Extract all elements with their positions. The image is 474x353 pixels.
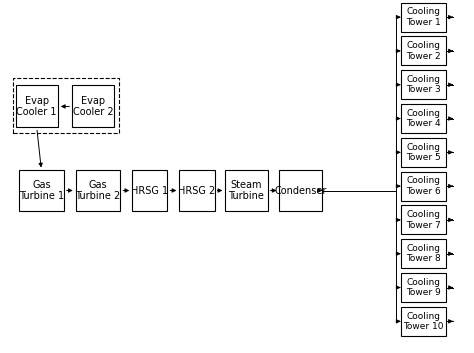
Bar: [401, 307, 446, 336]
Text: Evap
Cooler 1: Evap Cooler 1: [17, 96, 57, 117]
Bar: [401, 104, 446, 133]
Bar: [225, 170, 268, 211]
Text: Gas
Turbine 2: Gas Turbine 2: [75, 180, 120, 201]
Text: Gas
Turbine 1: Gas Turbine 1: [19, 180, 64, 201]
Bar: [401, 273, 446, 302]
Bar: [401, 2, 446, 32]
Text: Cooling
Tower 3: Cooling Tower 3: [406, 75, 440, 95]
Text: Cooling
Tower 4: Cooling Tower 4: [406, 109, 440, 128]
Bar: [401, 172, 446, 201]
Text: Condenser: Condenser: [274, 186, 327, 196]
Text: HRSG 2: HRSG 2: [178, 186, 216, 196]
Text: Cooling
Tower 6: Cooling Tower 6: [406, 176, 440, 196]
Text: Cooling
Tower 9: Cooling Tower 9: [406, 278, 440, 297]
Bar: [279, 170, 322, 211]
Text: HRSG 1: HRSG 1: [131, 186, 168, 196]
Bar: [179, 170, 215, 211]
Text: Cooling
Tower 1: Cooling Tower 1: [406, 7, 440, 27]
Text: Cooling
Tower 7: Cooling Tower 7: [406, 210, 440, 230]
Text: Cooling
Tower 10: Cooling Tower 10: [403, 312, 443, 331]
Bar: [76, 170, 120, 211]
Bar: [401, 70, 446, 99]
Bar: [19, 170, 64, 211]
Text: Evap
Cooler 2: Evap Cooler 2: [73, 96, 114, 117]
Text: Steam
Turbine: Steam Turbine: [228, 180, 264, 201]
Text: Cooling
Tower 2: Cooling Tower 2: [406, 41, 440, 61]
Bar: [132, 170, 167, 211]
Bar: [16, 85, 58, 127]
Bar: [401, 138, 446, 167]
Bar: [401, 205, 446, 234]
Text: Cooling
Tower 8: Cooling Tower 8: [406, 244, 440, 263]
Bar: [401, 36, 446, 65]
Bar: [72, 85, 115, 127]
Bar: [401, 239, 446, 268]
Text: Cooling
Tower 5: Cooling Tower 5: [406, 143, 440, 162]
Bar: [13, 78, 119, 133]
